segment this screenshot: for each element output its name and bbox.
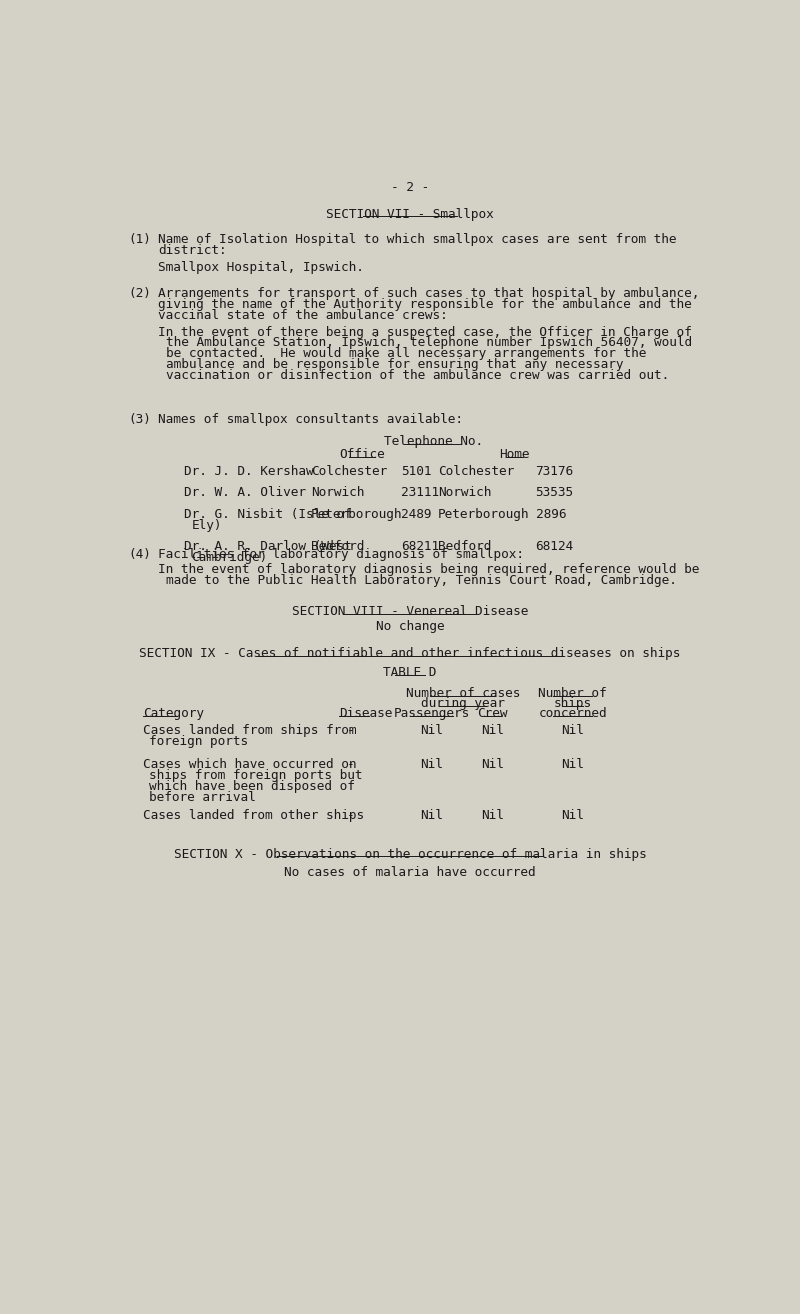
Text: Crew: Crew	[477, 707, 507, 720]
Text: 53535: 53535	[535, 486, 574, 499]
Text: Smallpox Hospital, Ipswich.: Smallpox Hospital, Ipswich.	[158, 261, 364, 273]
Text: Peterborough: Peterborough	[438, 509, 530, 522]
Text: ships from foreign ports but: ships from foreign ports but	[149, 769, 362, 782]
Text: Bedford: Bedford	[310, 540, 364, 553]
Text: -: -	[346, 724, 354, 737]
Text: In the event of laboratory diagnosis being required, reference would be: In the event of laboratory diagnosis bei…	[158, 564, 699, 577]
Text: - 2 -: - 2 -	[391, 181, 429, 193]
Text: Nil: Nil	[481, 758, 503, 771]
Text: be contacted.  He would make all necessary arrangements for the: be contacted. He would make all necessar…	[166, 347, 646, 360]
Text: Bedford: Bedford	[438, 540, 491, 553]
Text: 2896: 2896	[535, 509, 566, 522]
Text: giving the name of the Authority responsible for the ambulance and the: giving the name of the Authority respons…	[158, 298, 692, 311]
Text: Nil: Nil	[562, 724, 584, 737]
Text: Peterborough: Peterborough	[310, 509, 402, 522]
Text: Nil: Nil	[420, 758, 443, 771]
Text: before arrival: before arrival	[149, 791, 255, 804]
Text: the Ambulance Station, Ipswich, telephone number Ipswich 56407, would: the Ambulance Station, Ipswich, telephon…	[166, 336, 692, 350]
Text: (2): (2)	[128, 286, 150, 300]
Text: Disease: Disease	[338, 707, 392, 720]
Text: Cases landed from ships from: Cases landed from ships from	[142, 724, 356, 737]
Text: Colchester: Colchester	[438, 465, 514, 478]
Text: Colchester: Colchester	[310, 465, 387, 478]
Text: No change: No change	[376, 620, 444, 633]
Text: Number of: Number of	[538, 687, 607, 700]
Text: Arrangements for transport of such cases to that hospital by ambulance,: Arrangements for transport of such cases…	[158, 286, 699, 300]
Text: (1): (1)	[128, 233, 150, 246]
Text: 2489: 2489	[401, 509, 431, 522]
Text: Passengers: Passengers	[394, 707, 470, 720]
Text: TABLE D: TABLE D	[383, 666, 437, 679]
Text: (4): (4)	[128, 548, 150, 561]
Text: which have been disposed of: which have been disposed of	[149, 779, 354, 792]
Text: ambulance and be responsible for ensuring that any necessary: ambulance and be responsible for ensurin…	[166, 357, 623, 371]
Text: Nil: Nil	[562, 758, 584, 771]
Text: Home: Home	[499, 448, 530, 461]
Text: Category: Category	[142, 707, 204, 720]
Text: Nil: Nil	[481, 809, 503, 823]
Text: SECTION X - Observations on the occurrence of malaria in ships: SECTION X - Observations on the occurren…	[174, 848, 646, 861]
Text: vaccination or disinfection of the ambulance crew was carried out.: vaccination or disinfection of the ambul…	[166, 369, 669, 381]
Text: vaccinal state of the ambulance crews:: vaccinal state of the ambulance crews:	[158, 309, 448, 322]
Text: Dr. J. D. Kershaw: Dr. J. D. Kershaw	[184, 465, 314, 478]
Text: 5101: 5101	[401, 465, 431, 478]
Text: ships: ships	[554, 698, 592, 711]
Text: -: -	[346, 809, 354, 823]
Text: Norwich: Norwich	[438, 486, 491, 499]
Text: No cases of malaria have occurred: No cases of malaria have occurred	[284, 866, 536, 879]
Text: -: -	[346, 758, 354, 771]
Text: Name of Isolation Hospital to which smallpox cases are sent from the: Name of Isolation Hospital to which smal…	[158, 233, 677, 246]
Text: concerned: concerned	[538, 707, 607, 720]
Text: Dr. A. R. Darlow (West: Dr. A. R. Darlow (West	[184, 540, 351, 553]
Text: Nil: Nil	[481, 724, 503, 737]
Text: Ely): Ely)	[191, 519, 222, 532]
Text: Names of smallpox consultants available:: Names of smallpox consultants available:	[158, 414, 463, 426]
Text: SECTION IX - Cases of notifiable and other infectious diseases on ships: SECTION IX - Cases of notifiable and oth…	[139, 648, 681, 661]
Text: 68211: 68211	[401, 540, 439, 553]
Text: made to the Public Health Laboratory, Tennis Court Road, Cambridge.: made to the Public Health Laboratory, Te…	[166, 574, 677, 587]
Text: (3): (3)	[128, 414, 150, 426]
Text: Cases which have occurred on: Cases which have occurred on	[142, 758, 356, 771]
Text: Number of cases: Number of cases	[406, 687, 520, 700]
Text: 73176: 73176	[535, 465, 574, 478]
Text: Nil: Nil	[420, 724, 443, 737]
Text: 68124: 68124	[535, 540, 574, 553]
Text: Nil: Nil	[420, 809, 443, 823]
Text: Office: Office	[339, 448, 385, 461]
Text: during year: during year	[421, 698, 505, 711]
Text: district:: district:	[158, 244, 226, 258]
Text: Telephone No.: Telephone No.	[384, 435, 483, 448]
Text: 23111: 23111	[401, 486, 439, 499]
Text: SECTION VIII - Venereal Disease: SECTION VIII - Venereal Disease	[292, 604, 528, 618]
Text: foreign ports: foreign ports	[149, 735, 248, 748]
Text: Nil: Nil	[562, 809, 584, 823]
Text: SECTION VII - Smallpox: SECTION VII - Smallpox	[326, 208, 494, 221]
Text: Cases landed from other ships: Cases landed from other ships	[142, 809, 364, 823]
Text: Dr. W. A. Oliver: Dr. W. A. Oliver	[184, 486, 306, 499]
Text: Cambridge): Cambridge)	[191, 551, 268, 564]
Text: In the event of there being a suspected case, the Officer in Charge of: In the event of there being a suspected …	[158, 326, 692, 339]
Text: Norwich: Norwich	[310, 486, 364, 499]
Text: Dr. G. Nisbit (Isle of: Dr. G. Nisbit (Isle of	[184, 509, 351, 522]
Text: Facilities for laboratory diagnosis of smallpox:: Facilities for laboratory diagnosis of s…	[158, 548, 524, 561]
